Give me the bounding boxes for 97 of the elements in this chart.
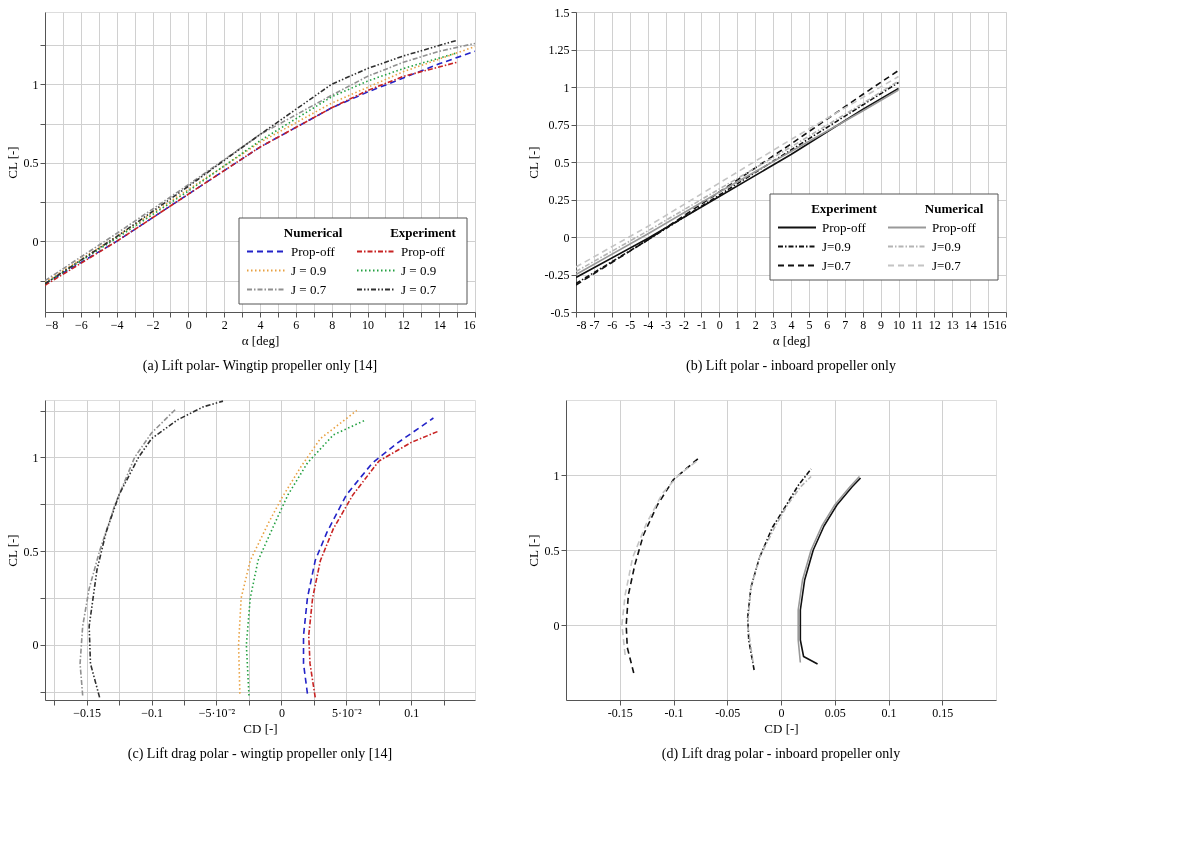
- x-tick-label: 4: [257, 317, 264, 332]
- y-tick-label: 0: [32, 234, 39, 249]
- y-tick-label: -0.25: [544, 268, 570, 282]
- y-tick-label: -0.5: [550, 305, 570, 320]
- x-tick-label: -8: [576, 317, 587, 332]
- y-axis-title: CL [-]: [4, 534, 20, 567]
- legend-label: J = 0.7: [401, 281, 437, 297]
- annotation: Experiment: [390, 224, 457, 240]
- x-tick-label: 3: [770, 317, 777, 332]
- legend-label: J=0.9: [932, 238, 961, 254]
- x-tick-label: 15: [982, 317, 995, 332]
- text: (d) Lift drag polar - inboard propeller only: [661, 746, 901, 762]
- y-tick-label: 1.25: [548, 43, 570, 57]
- annotation: Numerical: [924, 200, 984, 216]
- x-tick-label: 6: [824, 317, 831, 332]
- legend-label: Prop-off: [401, 243, 446, 259]
- x-tick-label: 0.1: [404, 705, 420, 720]
- x-tick-label: 8: [860, 317, 867, 332]
- x-tick-label: 16: [463, 317, 476, 332]
- y-tick-label: 0.25: [548, 193, 570, 207]
- y-axis-title: CL [-]: [525, 534, 541, 567]
- y-tick-label: 1: [32, 77, 39, 92]
- y-tick-label: 0.75: [548, 118, 570, 132]
- legend-label: J = 0.9: [291, 262, 327, 278]
- legend-label: J=0.7: [822, 257, 852, 273]
- y-axis-title: CL [-]: [525, 146, 541, 179]
- x-tick-label: 4: [788, 317, 795, 332]
- y-tick-label: 0.5: [544, 543, 560, 558]
- legend-label: Prop-off: [932, 219, 977, 235]
- x-tick-label: 0: [185, 317, 192, 332]
- y-tick-label: 0.5: [554, 155, 570, 170]
- x-tick-label: 9: [878, 317, 885, 332]
- text: (c) Lift drag polar - wingtip propeller only [14]: [127, 746, 393, 762]
- y-tick-label: 0: [553, 618, 560, 633]
- x-tick-label: 12: [397, 317, 410, 332]
- legend-label: J = 0.7: [291, 281, 327, 297]
- x-tick-label: 0: [278, 705, 285, 720]
- x-tick-label: 10: [362, 317, 374, 332]
- x-tick-label: −0.1: [141, 705, 163, 720]
- y-tick-label: 1: [32, 450, 39, 465]
- x-tick-label: −4: [110, 317, 124, 332]
- x-tick-label: -4: [643, 317, 654, 332]
- x-tick-label: 2: [221, 317, 228, 332]
- annotation: Numerical: [283, 224, 343, 240]
- annotation: Experiment: [811, 200, 878, 216]
- x-tick-label: 0.05: [824, 705, 846, 720]
- legend-label: J = 0.9: [401, 262, 437, 278]
- x-tick-label: -0.05: [715, 705, 741, 720]
- y-tick-label: 0: [563, 230, 570, 245]
- x-tick-label: 7: [842, 317, 849, 332]
- x-tick-label: 10: [893, 317, 905, 332]
- x-tick-label: −2: [146, 317, 160, 332]
- x-tick-label: 0.15: [932, 705, 954, 720]
- x-tick-label: 11: [911, 317, 923, 332]
- x-axis-title: CD [-]: [243, 720, 278, 736]
- y-tick-label: 1: [553, 468, 560, 483]
- x-tick-label: 5·10⁻²: [332, 705, 363, 720]
- x-tick-label: 0.1: [881, 705, 897, 720]
- y-tick-label: 0.5: [23, 156, 39, 171]
- y-tick-label: 1: [563, 80, 570, 95]
- x-tick-label: 14: [433, 317, 446, 332]
- x-tick-label: 0: [716, 317, 723, 332]
- x-axis-title: α [deg]: [241, 332, 280, 348]
- legend-label: Prop-off: [822, 219, 867, 235]
- x-tick-label: 8: [329, 317, 336, 332]
- y-tick-label: 0: [32, 638, 39, 653]
- text: (b) Lift polar - inboard propeller only: [686, 358, 896, 374]
- x-tick-label: 5: [806, 317, 813, 332]
- x-tick-label: -3: [661, 317, 672, 332]
- x-tick-label: -5: [625, 317, 636, 332]
- text: (a) Lift polar- Wingtip propeller only [14]: [142, 358, 378, 374]
- y-tick-label: 1.5: [554, 5, 570, 20]
- legend-label: J=0.9: [822, 238, 851, 254]
- x-tick-label: 14: [964, 317, 977, 332]
- legend-label: J=0.7: [932, 257, 962, 273]
- x-tick-label: -6: [607, 317, 618, 332]
- x-tick-label: 2: [752, 317, 759, 332]
- x-tick-label: 6: [293, 317, 300, 332]
- x-tick-label: -2: [679, 317, 689, 332]
- x-axis-title: α [deg]: [772, 332, 811, 348]
- x-tick-label: 12: [928, 317, 941, 332]
- x-tick-label: -7: [589, 317, 600, 332]
- x-tick-label: −6: [74, 317, 88, 332]
- legend-label: Prop-off: [291, 243, 336, 259]
- x-tick-label: −8: [45, 317, 59, 332]
- x-tick-label: 1: [734, 317, 741, 332]
- x-tick-label: -0.1: [664, 705, 684, 720]
- x-tick-label: −0.15: [73, 705, 101, 720]
- x-axis-title: CD [-]: [764, 720, 799, 736]
- x-tick-label: 0: [778, 705, 785, 720]
- x-tick-label: -1: [696, 317, 707, 332]
- y-axis-title: CL [-]: [4, 146, 20, 179]
- x-tick-label: −5·10⁻²: [198, 705, 236, 720]
- x-tick-label: 13: [946, 317, 959, 332]
- y-tick-label: 0.5: [23, 544, 39, 559]
- x-tick-label: 16: [994, 317, 1007, 332]
- x-tick-label: -0.15: [607, 705, 633, 720]
